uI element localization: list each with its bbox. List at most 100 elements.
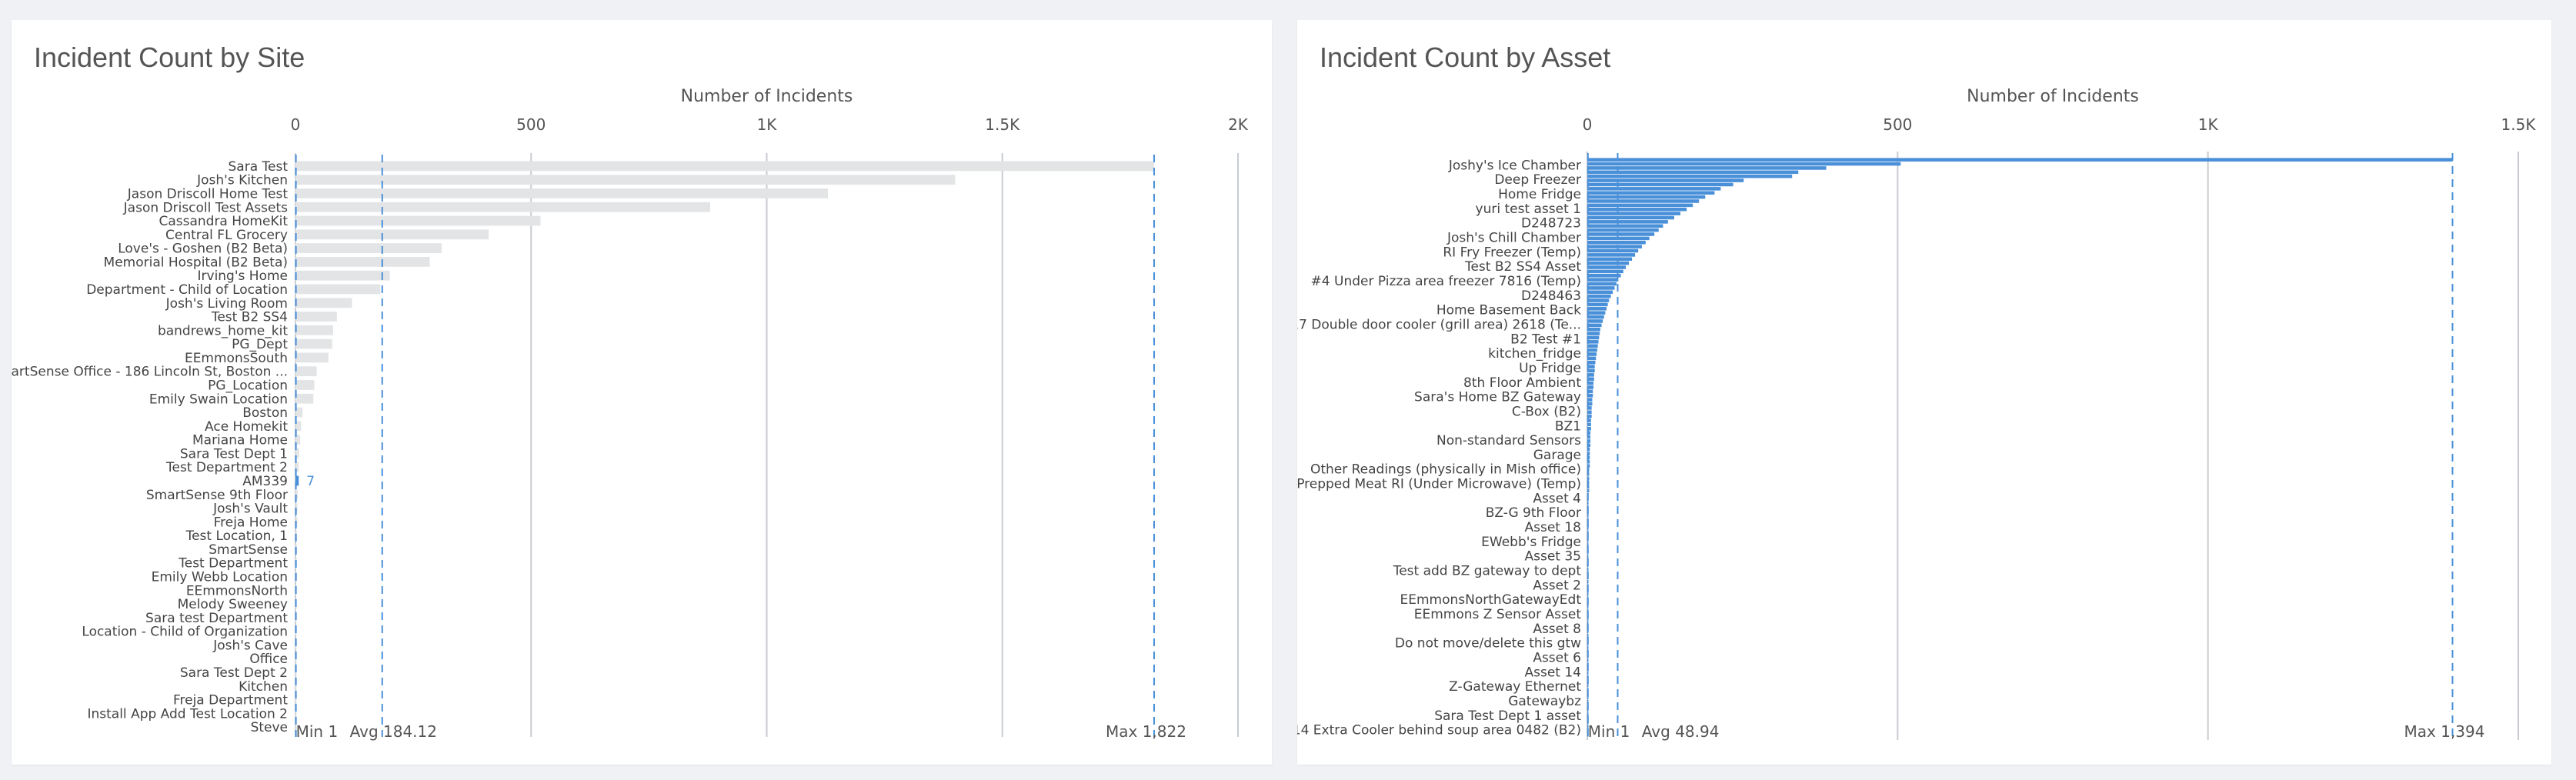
bar: [1587, 257, 1633, 262]
bar: [1587, 580, 1589, 584]
category-label: PG_Location: [208, 378, 288, 393]
bar: [295, 695, 297, 705]
bar: [295, 708, 297, 718]
bar: [1587, 278, 1619, 282]
bar: [1587, 398, 1593, 402]
category-label: Cassandra HomeKit: [158, 214, 288, 229]
category-label: Asset 35: [1524, 549, 1581, 565]
min-label: Min 1: [296, 722, 339, 741]
bar: [1587, 207, 1687, 212]
asset-chart-title: Incident Count by Asset: [1320, 42, 1611, 73]
x-tick-label: 0: [291, 115, 301, 134]
category-label: Deep Freezer: [1494, 172, 1581, 188]
min-label: Min 1: [1588, 722, 1630, 741]
bar: [295, 722, 297, 732]
bar: [1587, 282, 1617, 286]
category-label: Sara Test Dept 1 asset: [1434, 708, 1581, 724]
category-label: Steve: [251, 720, 288, 735]
bar: [1587, 406, 1592, 410]
category-label: Josh's Kitchen: [196, 173, 288, 188]
bar: [295, 215, 541, 226]
bar: [295, 161, 1154, 172]
bar: [1587, 542, 1589, 547]
bar: [295, 352, 329, 363]
category-label: #4 Under Pizza area freezer 7816 (Temp): [1311, 274, 1581, 289]
bar: [1587, 447, 1590, 452]
category-label: EWebb's Fridge: [1481, 535, 1581, 550]
asset-bar-chart: Number of Incidents 0 500 1K 1.5K Joshy's Ice…: [1297, 87, 2537, 741]
bar: [295, 475, 299, 486]
category-label: Josh's Vault: [212, 502, 288, 517]
category-label: BZ-G 9th Floor: [1486, 505, 1581, 521]
category-label: Test B2 SS4 Asset: [1464, 259, 1581, 275]
bar: [1587, 335, 1600, 340]
category-label: RI Fry Freezer (Temp): [1443, 245, 1581, 260]
bar: [1587, 460, 1590, 464]
category-label: Joshy's Ice Chamber: [1448, 158, 1581, 173]
bar: [1587, 232, 1655, 236]
x-tick-label: 0: [1583, 115, 1593, 134]
bar: [1587, 418, 1591, 422]
category-label: D248463: [1521, 288, 1581, 304]
asset-chart-panel: Incident Count by Asset Number of Incide…: [1297, 20, 2551, 765]
bar: [1587, 298, 1610, 302]
category-label: Prepped Meat RI (Under Microwave) (Temp): [1297, 477, 1581, 492]
category-label: Other Readings (physically in Mish offic…: [1310, 462, 1581, 478]
category-label: Sara Test: [229, 159, 289, 175]
site-chart-title: Incident Count by Site: [34, 42, 305, 73]
category-label: yuri test asset 1: [1476, 202, 1581, 217]
category-label: Asset 6: [1533, 650, 1581, 665]
bar: [1587, 290, 1613, 295]
bar: [1587, 683, 1589, 688]
category-label: EEmmonsNorth: [186, 583, 288, 598]
x-tick-label: 1.5K: [2501, 115, 2537, 134]
bar: [1587, 228, 1659, 232]
category-label: Josh's Living Room: [165, 296, 288, 312]
category-label: Do not move/delete this gtw: [1395, 636, 1581, 652]
bar: [1587, 385, 1594, 389]
bar: [1587, 166, 1827, 170]
bar: [1587, 402, 1593, 406]
bar: [1587, 646, 1589, 650]
category-label: Gatewaybz: [1508, 694, 1581, 709]
x-tick-label: 500: [1883, 115, 1912, 134]
bar: [1587, 274, 1621, 278]
bar: [295, 407, 303, 418]
bar: [295, 202, 710, 212]
category-label: Love's - Goshen (B2 Beta): [118, 242, 288, 257]
bar: [1587, 191, 1715, 195]
bar: [1587, 605, 1589, 608]
category-label: Mariana Home: [192, 433, 288, 448]
bar: [1587, 633, 1589, 638]
category-label: Test Department: [178, 556, 288, 572]
x-axis-title: Number of Incidents: [681, 87, 853, 106]
bar: [1587, 373, 1594, 377]
category-label: Asset 14: [1524, 665, 1581, 680]
bar: [295, 243, 442, 254]
bar: [295, 270, 390, 281]
bar: [1587, 658, 1589, 662]
bar: [295, 284, 381, 295]
category-label: EEmmons Z Sensor Asset: [1414, 607, 1582, 622]
category-label: Test Location, 1: [185, 528, 288, 544]
category-label: D248723: [1521, 216, 1581, 232]
category-label: Asset 18: [1524, 520, 1581, 535]
bar: [1587, 501, 1589, 505]
bar: [295, 462, 299, 472]
bar: [1587, 360, 1596, 365]
bar: [1587, 307, 1607, 311]
category-label: Kitchen: [239, 679, 288, 695]
category-label: SmartSense 9th Floor: [146, 488, 288, 503]
bar: [1587, 182, 1733, 187]
bar: [1587, 712, 1589, 716]
category-label: Up Fridge: [1519, 361, 1581, 376]
category-label: Sara's Home BZ Gateway: [1414, 390, 1581, 405]
category-label: bandrews_home_kit: [158, 323, 288, 338]
bar: [1587, 261, 1630, 265]
bar: [1587, 265, 1627, 269]
category-label: kitchen_fridge: [1488, 346, 1581, 362]
bar: [1587, 695, 1589, 700]
bar: [295, 338, 332, 349]
bar: [1587, 187, 1721, 191]
bar: [1587, 377, 1594, 382]
